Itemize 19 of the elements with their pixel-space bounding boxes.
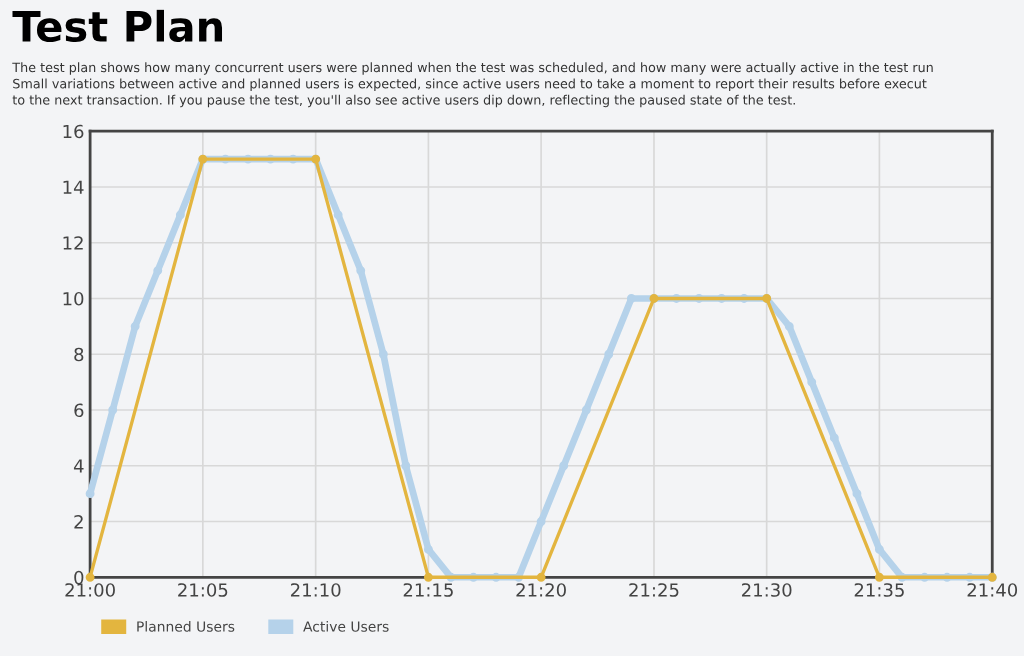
y-tick-label: 16 bbox=[63, 124, 84, 139]
y-tick-label: 0 bbox=[74, 570, 84, 585]
x-tick-label: 21:15 bbox=[403, 583, 453, 597]
y-tick-label: 4 bbox=[73, 459, 84, 473]
x-tick-label: 21:20 bbox=[516, 583, 566, 597]
x-tick-label: 21:25 bbox=[629, 583, 679, 597]
x-tick-label: 21:05 bbox=[178, 583, 228, 597]
y-tick-label: 8 bbox=[74, 347, 84, 362]
y-tick-label: 14 bbox=[63, 180, 84, 194]
chart-title: Test Plan bbox=[12, 9, 223, 43]
x-tick-label: 21:10 bbox=[290, 583, 341, 597]
y-tick-label: 12 bbox=[63, 236, 83, 250]
x-tick-label: 21:00 bbox=[65, 583, 115, 597]
x-tick-label: 21:30 bbox=[741, 583, 792, 597]
x-tick-label: 21:35 bbox=[854, 583, 904, 597]
x-tick-label: 21:40 bbox=[967, 583, 1018, 597]
y-tick-label: 6 bbox=[74, 403, 84, 418]
y-tick-label: 10 bbox=[63, 291, 84, 306]
y-tick-label: 2 bbox=[74, 514, 83, 529]
